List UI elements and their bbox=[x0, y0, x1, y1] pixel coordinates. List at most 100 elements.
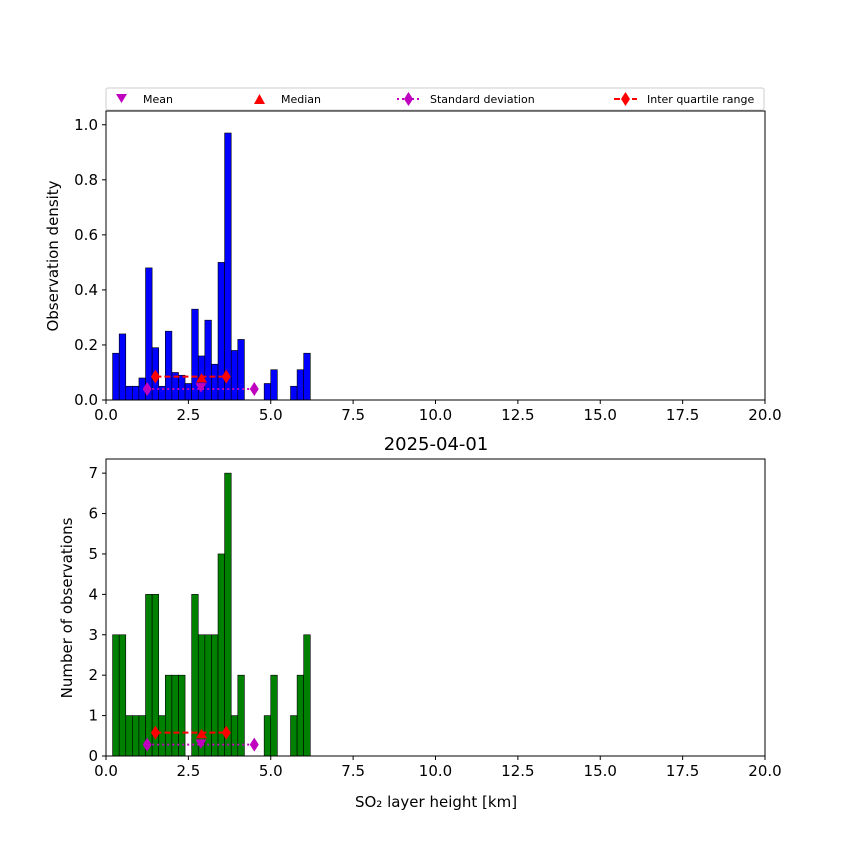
count-std-low-marker bbox=[142, 737, 152, 752]
count-iqr-low-marker bbox=[150, 725, 160, 740]
legend: Mean Median Standard deviation Inter qua… bbox=[105, 87, 765, 111]
count-x-tick-label: 7.5 bbox=[341, 762, 365, 780]
count-y-tick-label: 0 bbox=[88, 747, 98, 765]
count-bar bbox=[118, 634, 127, 757]
legend-label-std: Standard deviation bbox=[430, 93, 535, 106]
x-axis-label: SO₂ layer height [km] bbox=[355, 793, 517, 811]
count-x-tick-label: 17.5 bbox=[666, 762, 699, 780]
legend-entry-std: Standard deviation bbox=[397, 92, 535, 106]
count-y-ticks: 0 1 2 3 4 5 6 7 bbox=[88, 464, 106, 765]
count-x-tick-label: 10.0 bbox=[419, 762, 452, 780]
count-bar bbox=[270, 674, 278, 757]
count-bar bbox=[132, 715, 140, 757]
count-x-tick-label: 15.0 bbox=[584, 762, 617, 780]
density-x-tick-label: 17.5 bbox=[666, 406, 699, 424]
count-y-tick-label: 2 bbox=[88, 666, 98, 684]
count-y-axis-label: Number of observations bbox=[58, 517, 76, 698]
density-bars bbox=[112, 132, 311, 401]
count-y-tick-label: 1 bbox=[88, 707, 98, 725]
count-y-tick-label: 4 bbox=[88, 585, 98, 603]
count-y-tick-label: 5 bbox=[88, 545, 98, 563]
std-marker-icon bbox=[404, 92, 413, 106]
count-y-tick-label: 7 bbox=[88, 464, 98, 482]
density-bar bbox=[145, 267, 153, 401]
count-median-marker bbox=[196, 728, 208, 739]
density-bar bbox=[270, 369, 278, 401]
density-median-marker bbox=[196, 372, 208, 383]
density-bar bbox=[224, 132, 232, 401]
count-x-ticks: 0.0 2.5 5.0 7.5 10.0 12.5 15.0 17.5 20.0 bbox=[94, 756, 782, 780]
count-bar bbox=[158, 715, 166, 757]
count-bar bbox=[112, 634, 120, 757]
density-bar bbox=[118, 333, 127, 401]
density-x-tick-label: 0.0 bbox=[94, 406, 118, 424]
count-x-tick-label: 20.0 bbox=[748, 762, 781, 780]
chart-title: 2025-04-01 bbox=[384, 434, 489, 455]
median-marker-icon bbox=[254, 94, 265, 104]
count-x-tick-label: 5.0 bbox=[259, 762, 283, 780]
density-stats-markers bbox=[142, 369, 259, 396]
count-x-tick-label: 2.5 bbox=[176, 762, 200, 780]
count-x-tick-label: 12.5 bbox=[501, 762, 534, 780]
count-y-tick-label: 3 bbox=[88, 626, 98, 644]
count-std-high-marker bbox=[249, 737, 259, 752]
density-bar bbox=[178, 374, 186, 401]
legend-label-mean: Mean bbox=[143, 93, 173, 106]
density-mean-marker bbox=[195, 383, 207, 393]
density-x-tick-label: 10.0 bbox=[419, 406, 452, 424]
density-bar bbox=[112, 352, 120, 401]
count-bar bbox=[217, 553, 225, 757]
legend-entry-iqr: Inter quartile range bbox=[614, 92, 754, 106]
count-iqr-high-marker bbox=[221, 725, 231, 740]
density-bar bbox=[296, 369, 304, 401]
density-bar bbox=[211, 363, 219, 401]
count-plot-frame bbox=[105, 458, 766, 757]
density-iqr-high-marker bbox=[221, 369, 231, 384]
count-bar bbox=[263, 715, 272, 757]
count-bar bbox=[230, 715, 239, 757]
density-bar bbox=[230, 350, 239, 401]
density-y-ticks: 0.0 0.2 0.4 0.6 0.8 1.0 bbox=[74, 116, 106, 409]
density-x-ticks: 0.0 2.5 5.0 7.5 10.0 12.5 15.0 17.5 20.0 bbox=[94, 400, 782, 424]
iqr-marker-icon bbox=[621, 92, 630, 106]
count-stats-markers bbox=[142, 725, 259, 752]
density-bar bbox=[125, 385, 133, 401]
density-y-tick-label: 0.6 bbox=[74, 226, 98, 244]
count-chart: Number of observations SO₂ layer height … bbox=[58, 458, 782, 811]
density-x-tick-label: 2.5 bbox=[176, 406, 200, 424]
density-chart: 2025-04-01 Observation density 0.0 0.2 0.4… bbox=[44, 110, 782, 455]
density-bar bbox=[158, 385, 166, 401]
count-bars bbox=[112, 472, 311, 757]
legend-frame bbox=[105, 87, 765, 111]
density-y-tick-label: 1.0 bbox=[74, 116, 98, 134]
density-y-axis-label: Observation density bbox=[44, 180, 62, 331]
density-y-tick-label: 0.2 bbox=[74, 336, 98, 354]
density-y-tick-label: 0.0 bbox=[74, 391, 98, 409]
density-x-tick-label: 20.0 bbox=[748, 406, 781, 424]
density-plot-frame bbox=[105, 110, 766, 401]
mean-marker-icon bbox=[116, 94, 127, 103]
density-bar bbox=[303, 352, 311, 401]
legend-label-median: Median bbox=[281, 93, 321, 106]
count-bar bbox=[125, 715, 133, 757]
count-mean-marker bbox=[195, 739, 207, 749]
density-bar bbox=[237, 339, 245, 401]
density-bar bbox=[184, 383, 192, 401]
count-bar bbox=[211, 634, 219, 757]
density-std-low-marker bbox=[142, 381, 152, 396]
density-bar bbox=[263, 383, 272, 401]
count-bar bbox=[138, 715, 146, 757]
density-bar bbox=[191, 308, 199, 401]
legend-entry-median: Median bbox=[254, 93, 321, 106]
count-bar bbox=[296, 674, 304, 757]
density-x-tick-label: 15.0 bbox=[584, 406, 617, 424]
density-bar bbox=[132, 385, 140, 401]
density-std-high-marker bbox=[249, 381, 259, 396]
density-y-tick-label: 0.8 bbox=[74, 171, 98, 189]
count-y-tick-label: 6 bbox=[88, 505, 98, 523]
legend-entry-mean: Mean bbox=[116, 93, 173, 106]
density-x-tick-label: 12.5 bbox=[501, 406, 534, 424]
count-bar bbox=[224, 472, 232, 757]
